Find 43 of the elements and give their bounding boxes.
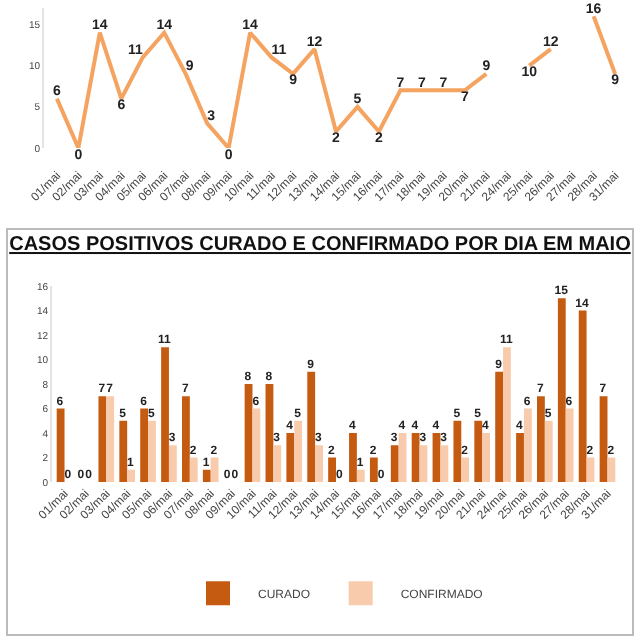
bar	[252, 408, 261, 482]
bar	[349, 433, 357, 482]
bar	[544, 420, 553, 482]
bar	[503, 347, 511, 482]
bar	[453, 420, 462, 482]
bar	[369, 457, 378, 482]
bar	[161, 347, 169, 482]
bar	[210, 457, 219, 482]
bar	[356, 469, 365, 482]
bar	[565, 408, 574, 482]
bar	[328, 457, 336, 482]
bar	[607, 457, 616, 482]
bar	[168, 445, 177, 482]
bar	[578, 310, 587, 482]
bar	[56, 408, 65, 482]
bar	[390, 445, 399, 482]
bar	[106, 396, 115, 482]
bar	[202, 469, 211, 482]
bar	[307, 371, 316, 482]
bar	[461, 457, 470, 482]
chart-title: CASOS POSITIVOS CURADO E CONFIRMADO POR DIA EM MAIO	[9, 234, 632, 257]
bar	[482, 433, 490, 482]
bar	[273, 445, 282, 482]
bar	[98, 396, 107, 482]
bar	[127, 469, 135, 482]
bar	[495, 371, 504, 482]
bar	[119, 420, 128, 482]
bar	[419, 445, 428, 482]
bar	[182, 396, 190, 482]
bar	[599, 396, 608, 482]
bar	[140, 408, 149, 482]
bar	[474, 420, 483, 482]
bar	[315, 445, 323, 482]
bar	[294, 420, 303, 482]
bar	[523, 408, 532, 482]
bar	[537, 396, 545, 482]
bar	[411, 433, 420, 482]
bar	[189, 457, 198, 482]
bar	[440, 445, 449, 482]
bar	[148, 420, 156, 482]
bar	[516, 433, 524, 482]
bar	[557, 298, 566, 482]
bar	[286, 433, 295, 482]
